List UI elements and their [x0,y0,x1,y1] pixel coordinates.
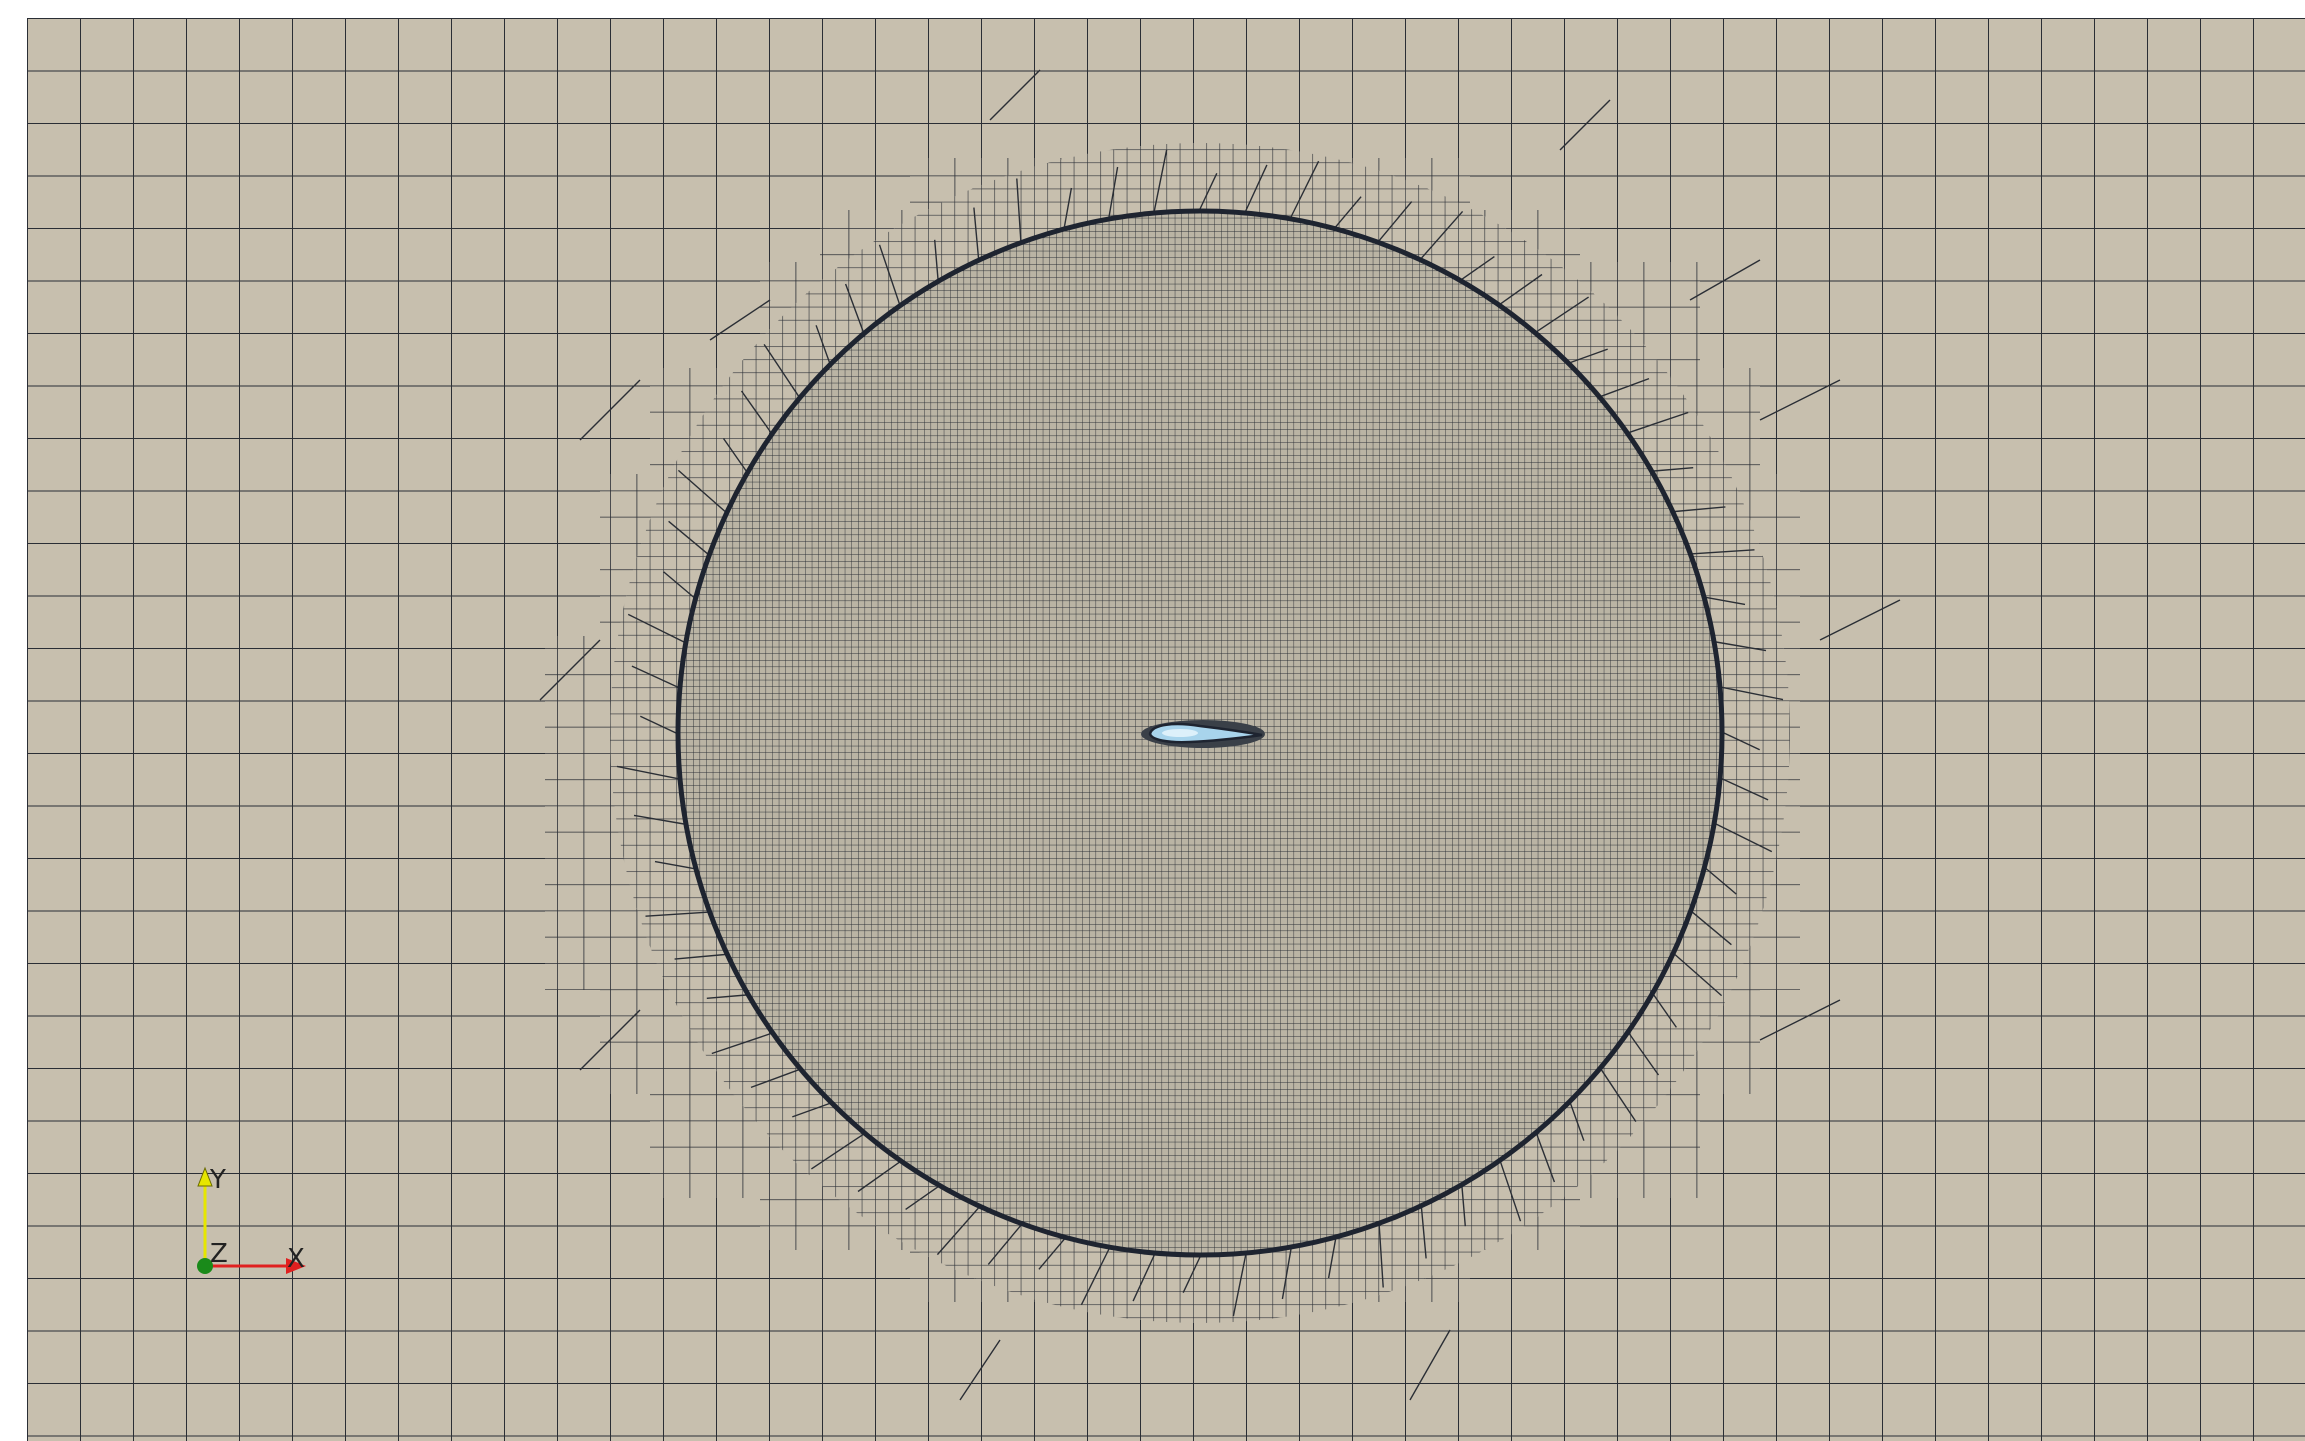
transition-edge [1132,1254,1155,1302]
orientation-axes-triad: Y Z X [197,1165,306,1274]
transition-edge [631,665,679,688]
transition-edge [1721,778,1769,801]
transition-edge [934,239,939,280]
transition-edge [1290,160,1320,218]
transition-edge [711,1032,772,1055]
transition-edge [1038,1238,1065,1270]
z-axis-label: Z [210,1239,228,1269]
transition-edge [1016,178,1022,241]
transition-edge [674,953,726,960]
sliding-interface-boundary [675,208,1725,1258]
transition-edge [1327,1238,1337,1279]
transition-edge [750,1069,799,1089]
transition-cells [539,69,1901,1401]
transition-edge [1723,732,1760,751]
transition-edge [811,1133,864,1170]
mesh-domain [27,18,2305,1441]
transition-edge [1674,953,1723,997]
transition-edge [792,1102,830,1118]
transition-edge [1628,1033,1660,1076]
transition-edge [579,379,641,441]
transition-edge [1536,296,1589,333]
transition-edge [1108,166,1119,218]
transition-edge [1153,149,1168,212]
transition-edge [740,390,772,433]
transition-edge [1461,256,1495,280]
transition-edge [1691,911,1732,946]
transition-edge [1500,273,1543,305]
transition-edge [959,1339,1001,1401]
x-axis-label: X [287,1244,305,1274]
transition-edge [1600,1069,1637,1122]
transition-edge [1570,348,1608,364]
airfoil-surface[interactable] [1148,722,1263,744]
airfoil[interactable] [1141,720,1265,748]
transition-edge [633,814,685,825]
transition-edge [1281,1248,1292,1300]
transition-edge [709,299,771,341]
transition-edge [1409,1329,1451,1401]
transition-edge [668,520,709,555]
transition-edge [706,994,747,999]
transition-edge [987,1224,1022,1265]
transition-edge [1628,411,1689,434]
transition-edge [539,639,601,701]
transition-edge [1653,994,1677,1028]
transition-edge [1715,823,1773,853]
transition-edge [1335,196,1362,228]
transition-edge [878,244,901,305]
transition-edge [844,283,864,332]
transition-edge [1378,1225,1384,1288]
transition-edge [616,765,679,780]
transition-edge [857,1161,900,1193]
transition-edge [1653,467,1694,472]
transition-edge [1721,686,1784,701]
transition-edge [936,1207,980,1256]
transition-edge [1759,379,1841,421]
transition-edge [1232,1254,1247,1317]
transition-edge [1080,1248,1110,1306]
z-axis-marker [197,1258,213,1274]
transition-edge [645,911,708,917]
transition-edge [1063,187,1073,228]
transition-edge [1569,1103,1585,1141]
transition-edge [627,613,685,643]
transition-edge [1245,164,1268,212]
transition-edge [815,325,831,363]
transition-edge [973,207,980,259]
transition-edge [654,860,695,870]
transition-edge [1705,868,1737,895]
transition-edge [1420,210,1464,259]
x-axis-arrowhead [286,1258,306,1274]
transition-edge [1378,201,1413,242]
transition-edge [640,715,677,734]
transition-edge [1536,1134,1556,1183]
transition-edge [1199,173,1218,210]
transition-edge [1182,1256,1201,1293]
transition-edge [1461,1186,1466,1227]
transition-edge [1819,599,1901,641]
transition-edge [1759,999,1841,1041]
transition-edge [1559,99,1611,151]
transition-edge [677,469,726,513]
transition-edge [723,438,747,472]
transition-edge [1674,506,1726,513]
transition-edge [1601,377,1650,397]
y-axis-arrowhead [197,1166,213,1187]
transition-edge [1689,259,1761,301]
transition-edge [1705,596,1746,606]
transition-edge [1715,641,1767,652]
transition-edge [989,69,1041,121]
transition-edge [763,344,800,397]
transition-edge [905,1186,939,1210]
transition-edge [1499,1161,1522,1222]
transition-edge [663,571,695,598]
y-axis-label: Y [209,1165,226,1195]
transition-edge [1692,549,1755,555]
transition-edge [1420,1207,1427,1259]
transition-edge [579,1009,641,1071]
